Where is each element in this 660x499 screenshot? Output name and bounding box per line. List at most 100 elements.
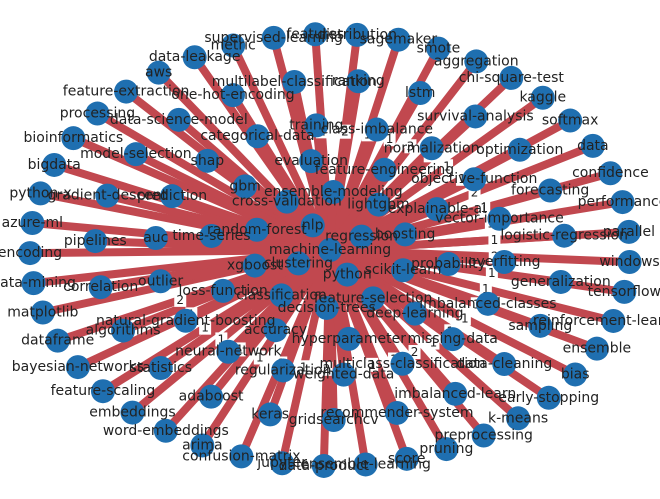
- node-random-forest: [244, 217, 269, 242]
- node-label-data: data: [577, 138, 609, 154]
- node-label-feature-engineering: feature-engineering: [315, 162, 454, 178]
- node-label-categorical-data: categorical-data: [200, 128, 314, 144]
- node-label-feature-selection: feature-selection: [314, 290, 433, 306]
- node-label-boosting: boosting: [375, 226, 435, 242]
- node-supervised-learning: [261, 25, 286, 50]
- node-keras: [258, 402, 283, 427]
- node-feature-extraction: [114, 79, 139, 104]
- node-ensemble-modeling: [321, 180, 346, 205]
- edge-weight-label: 1: [480, 201, 488, 215]
- node-xgboost: [242, 253, 267, 278]
- node-azure-ml: [20, 210, 45, 235]
- edge-model-selection: [134, 150, 332, 254]
- node-label-azure-ml: azure-ml: [2, 215, 63, 231]
- node-lightgbm: [366, 192, 391, 217]
- node-dataframe: [45, 328, 70, 353]
- node-label-bias: bias: [561, 366, 590, 382]
- node-algorithms: [111, 318, 136, 343]
- node-lstm: [408, 81, 433, 106]
- node-survival-analysis: [463, 104, 488, 129]
- edge-jupyter: [278, 249, 334, 465]
- node-aggregation: [464, 49, 489, 74]
- node-feature-engineering: [372, 157, 397, 182]
- node-label-chi-square-test: chi-square-test: [459, 70, 565, 86]
- node-feature-scaling: [90, 379, 115, 404]
- edge-weight-label: 1: [482, 282, 490, 296]
- node-windows: [617, 249, 642, 274]
- node-loss-function: [211, 278, 236, 303]
- edge-weight-label: 1: [461, 311, 469, 325]
- edge-weight-label: 1: [300, 360, 308, 374]
- node-matplotlib: [30, 300, 55, 325]
- edge-label-bg: [427, 335, 440, 350]
- node-label-metric: metric: [211, 38, 256, 54]
- node-label-training: training: [289, 117, 343, 133]
- edge-random-forest: [255, 225, 332, 254]
- edge-label-bg: [297, 360, 310, 375]
- node-label-data-science-model: data-science-model: [110, 112, 248, 128]
- node-regression: [349, 224, 374, 249]
- node-label-data-product: data-product: [279, 458, 370, 474]
- node-outlier: [148, 269, 173, 294]
- node-kaggle: [530, 85, 555, 110]
- node-label-time-series: time-series: [172, 228, 250, 244]
- edge-weight-label: 2: [411, 345, 419, 359]
- node-label-algorithms: algorithms: [86, 323, 161, 339]
- node-label-lstm: lstm: [405, 85, 435, 101]
- node-label-word-embeddings: word-embeddings: [103, 423, 229, 439]
- edge-label-bg: [404, 139, 417, 154]
- edge-weight-label: 1: [430, 336, 438, 350]
- node-label-deep-learning: deep-learning: [366, 306, 463, 322]
- node-label-sampling: sampling: [508, 318, 572, 334]
- node-label-missing-data: missing-data: [407, 331, 497, 347]
- node-label-imbalanced-learn: imbalanced-learn: [394, 386, 516, 402]
- node-label-generalization: generalization: [511, 274, 611, 290]
- node-preprocessing: [471, 423, 496, 448]
- node-confidence: [598, 161, 623, 186]
- node-adaboost: [199, 384, 224, 409]
- node-early-stopping: [536, 385, 561, 410]
- edge-label-bg: [253, 350, 266, 365]
- edge-weight-label: 1: [443, 159, 451, 173]
- edge-class-imbalance: [326, 128, 381, 252]
- node-label-supervised-learning: supervised-learning: [204, 30, 343, 46]
- edge-weight-label: 1: [488, 266, 496, 280]
- node-categorical-data: [245, 124, 270, 149]
- node-label-gridsearchcv: gridsearchcv: [289, 412, 379, 428]
- node-reinforcement-learning: [601, 308, 626, 333]
- node-label-feature-scaling: feature-scaling: [51, 383, 156, 399]
- node-label-recommender-system: recommender-system: [320, 405, 473, 421]
- node-forecasting: [538, 178, 563, 203]
- node-word-embeddings: [153, 418, 178, 443]
- node-label-normalization: normalization: [384, 140, 480, 156]
- node-optimization: [507, 137, 532, 162]
- node-ensemble: [584, 336, 609, 361]
- node-confusion-matrix: [229, 444, 254, 469]
- node-bigdata: [42, 152, 67, 177]
- node-label-scikit-learn: scikit-learn: [365, 262, 442, 278]
- edge-kaggle: [327, 94, 546, 254]
- node-accuracy: [263, 318, 288, 343]
- node-classification: [269, 283, 294, 308]
- node-nlp: [300, 213, 325, 238]
- node-label-objective-function: objective-function: [411, 171, 537, 187]
- node-label-processing: processing: [60, 106, 135, 122]
- node-label-data-cleaning: data-cleaning: [456, 356, 552, 372]
- node-sampling: [528, 313, 553, 338]
- node-gridsearchcv: [321, 407, 346, 432]
- node-feature-selection: [361, 286, 386, 311]
- node-smote: [426, 36, 451, 61]
- node-label-natural-gradient-boosting: natural-gradient-boosting: [96, 313, 276, 329]
- node-label-features: features: [286, 26, 344, 42]
- node-label-k-means: k-means: [488, 410, 548, 426]
- node-label-bayesian-networks: bayesian-networks: [12, 359, 144, 375]
- edge-bias: [328, 246, 578, 379]
- node-softmax: [558, 108, 583, 133]
- node-label-regression: regression: [325, 229, 398, 245]
- node-objective-function: [462, 167, 487, 192]
- node-label-shap: shap: [191, 153, 225, 169]
- node-layer: [18, 22, 642, 478]
- node-label-sagemaker: sagemaker: [360, 32, 438, 48]
- node-label-ensemble-modeling: ensemble-modeling: [264, 184, 403, 200]
- edge-scikit-learn: [328, 246, 405, 275]
